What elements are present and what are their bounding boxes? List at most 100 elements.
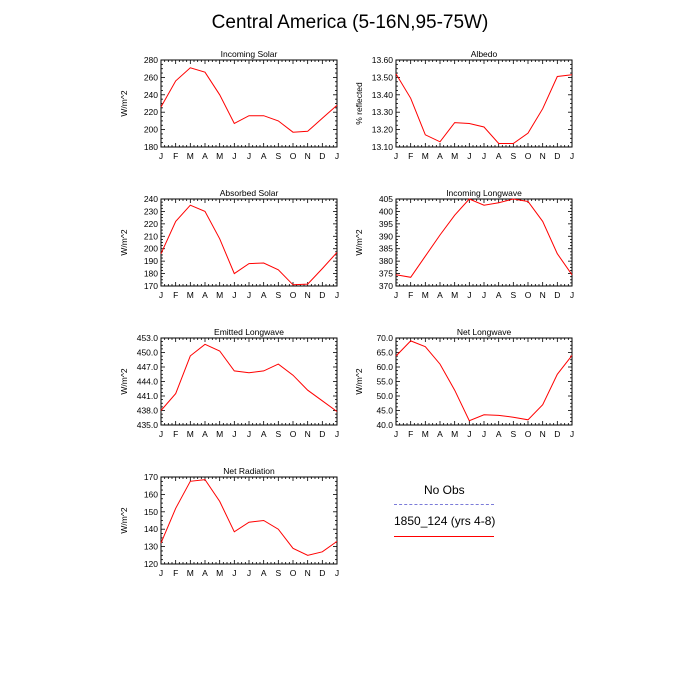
x-tick-label: N: [305, 290, 311, 300]
x-tick-label: J: [335, 290, 339, 300]
y-tick-label: 230: [144, 206, 158, 216]
x-tick-label: J: [247, 290, 251, 300]
x-tick-label: F: [408, 290, 413, 300]
y-tick-label: 170: [144, 281, 158, 291]
x-tick-label: M: [451, 429, 458, 439]
x-tick-label: O: [525, 151, 532, 161]
legend-line-model: [394, 536, 494, 537]
y-tick-label: 390: [379, 231, 393, 241]
y-axis-label: W/m^2: [119, 368, 129, 394]
y-axis-label: % reflected: [354, 82, 364, 125]
x-tick-label: M: [187, 290, 194, 300]
y-tick-label: 40.0: [376, 420, 393, 430]
x-tick-label: M: [187, 429, 194, 439]
x-tick-label: J: [232, 568, 236, 578]
x-tick-label: J: [482, 429, 486, 439]
x-tick-label: A: [202, 151, 208, 161]
x-tick-label: A: [496, 429, 502, 439]
x-tick-label: A: [496, 151, 502, 161]
x-tick-label: J: [394, 151, 398, 161]
x-tick-label: J: [335, 568, 339, 578]
y-tick-label: 441.0: [137, 391, 159, 401]
x-tick-label: M: [422, 429, 429, 439]
x-tick-label: J: [394, 290, 398, 300]
y-tick-label: 220: [144, 107, 158, 117]
x-tick-label: N: [305, 151, 311, 161]
y-tick-label: 13.20: [372, 125, 394, 135]
x-tick-label: O: [525, 290, 532, 300]
x-tick-label: F: [408, 151, 413, 161]
x-tick-label: D: [319, 290, 325, 300]
x-tick-label: O: [525, 429, 532, 439]
series-line-absorbed-solar: [160, 204, 338, 286]
y-tick-label: 447.0: [137, 362, 159, 372]
y-tick-label: 45.0: [376, 406, 393, 416]
x-tick-label: D: [319, 151, 325, 161]
x-tick-label: A: [437, 429, 443, 439]
y-tick-label: 150: [144, 507, 158, 517]
x-tick-label: J: [335, 429, 339, 439]
x-tick-label: A: [202, 429, 208, 439]
y-tick-label: 13.50: [372, 72, 394, 82]
x-tick-label: J: [482, 151, 486, 161]
x-tick-label: O: [290, 429, 297, 439]
y-tick-label: 13.40: [372, 90, 394, 100]
y-tick-label: 70.0: [376, 333, 393, 343]
x-tick-label: J: [570, 151, 574, 161]
y-tick-label: 55.0: [376, 377, 393, 387]
x-tick-label: A: [202, 568, 208, 578]
panel-title: Incoming Longwave: [446, 188, 522, 198]
y-tick-label: 140: [144, 524, 158, 534]
x-tick-label: M: [422, 290, 429, 300]
x-tick-label: A: [261, 568, 267, 578]
x-tick-label: F: [173, 568, 178, 578]
y-tick-label: 444.0: [137, 377, 159, 387]
x-tick-label: J: [570, 429, 574, 439]
x-tick-label: A: [496, 290, 502, 300]
y-tick-label: 120: [144, 559, 158, 569]
x-tick-label: S: [510, 429, 516, 439]
y-tick-label: 375: [379, 269, 393, 279]
y-tick-label: 395: [379, 219, 393, 229]
legend-label-model: 1850_124 (yrs 4-8): [394, 514, 496, 528]
y-tick-label: 200: [144, 125, 158, 135]
plot-frame: [160, 59, 338, 148]
y-tick-label: 405: [379, 194, 393, 204]
y-tick-label: 130: [144, 542, 158, 552]
panel-title: Net Longwave: [457, 327, 512, 337]
y-tick-label: 280: [144, 55, 158, 65]
y-tick-label: 385: [379, 244, 393, 254]
x-tick-label: F: [173, 290, 178, 300]
panel-title: Albedo: [471, 49, 498, 59]
y-tick-label: 170: [144, 472, 158, 482]
y-tick-label: 180: [144, 142, 158, 152]
y-tick-label: 380: [379, 256, 393, 266]
x-tick-label: S: [510, 290, 516, 300]
y-tick-label: 13.30: [372, 107, 394, 117]
plot-frame: [160, 476, 338, 565]
y-tick-label: 370: [379, 281, 393, 291]
plot-frame: [160, 337, 338, 426]
panel-title: Absorbed Solar: [220, 188, 279, 198]
x-tick-label: M: [187, 568, 194, 578]
x-tick-label: A: [261, 151, 267, 161]
x-tick-label: A: [437, 151, 443, 161]
x-tick-label: A: [261, 290, 267, 300]
y-tick-label: 13.60: [372, 55, 394, 65]
y-tick-label: 13.10: [372, 142, 394, 152]
x-tick-label: N: [540, 290, 546, 300]
y-tick-label: 450.0: [137, 348, 159, 358]
y-tick-label: 240: [144, 194, 158, 204]
legend-line-no-obs: [394, 504, 494, 505]
x-tick-label: M: [451, 290, 458, 300]
x-tick-label: M: [216, 151, 223, 161]
legend: No Obs 1850_124 (yrs 4-8): [390, 480, 500, 550]
y-tick-label: 240: [144, 90, 158, 100]
y-tick-label: 438.0: [137, 406, 159, 416]
x-tick-label: J: [159, 151, 163, 161]
